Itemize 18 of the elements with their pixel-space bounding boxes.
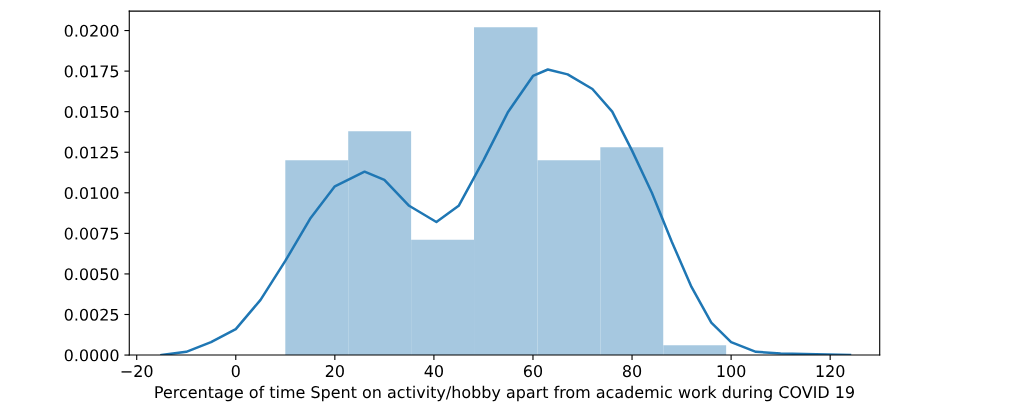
x-tick-label: 40	[424, 365, 444, 378]
x-tick-label: −20	[121, 365, 153, 378]
x-tick-label: 100	[717, 365, 746, 378]
y-tick-label: 0.0200	[64, 24, 119, 37]
y-tick-label: 0.0000	[64, 349, 119, 362]
x-tick-label: 0	[231, 365, 240, 378]
y-tick-label: 0.0100	[64, 187, 119, 200]
y-tick-label: 0.0150	[64, 105, 119, 118]
x-tick-label: 80	[622, 365, 642, 378]
x-tick-label: 120	[816, 365, 845, 378]
x-axis-title: Percentage of time Spent on activity/hobby apart from academic work during COVID 19	[155, 385, 854, 402]
y-tick-label: 0.0075	[64, 227, 119, 240]
y-tick-label: 0.0125	[64, 146, 119, 159]
x-tick-label: 20	[325, 365, 344, 378]
y-tick-label: 0.0025	[64, 308, 119, 321]
x-tick-label: 60	[523, 365, 543, 378]
y-tick-label: 0.0175	[64, 65, 119, 78]
y-tick-label: 0.0050	[64, 268, 119, 281]
